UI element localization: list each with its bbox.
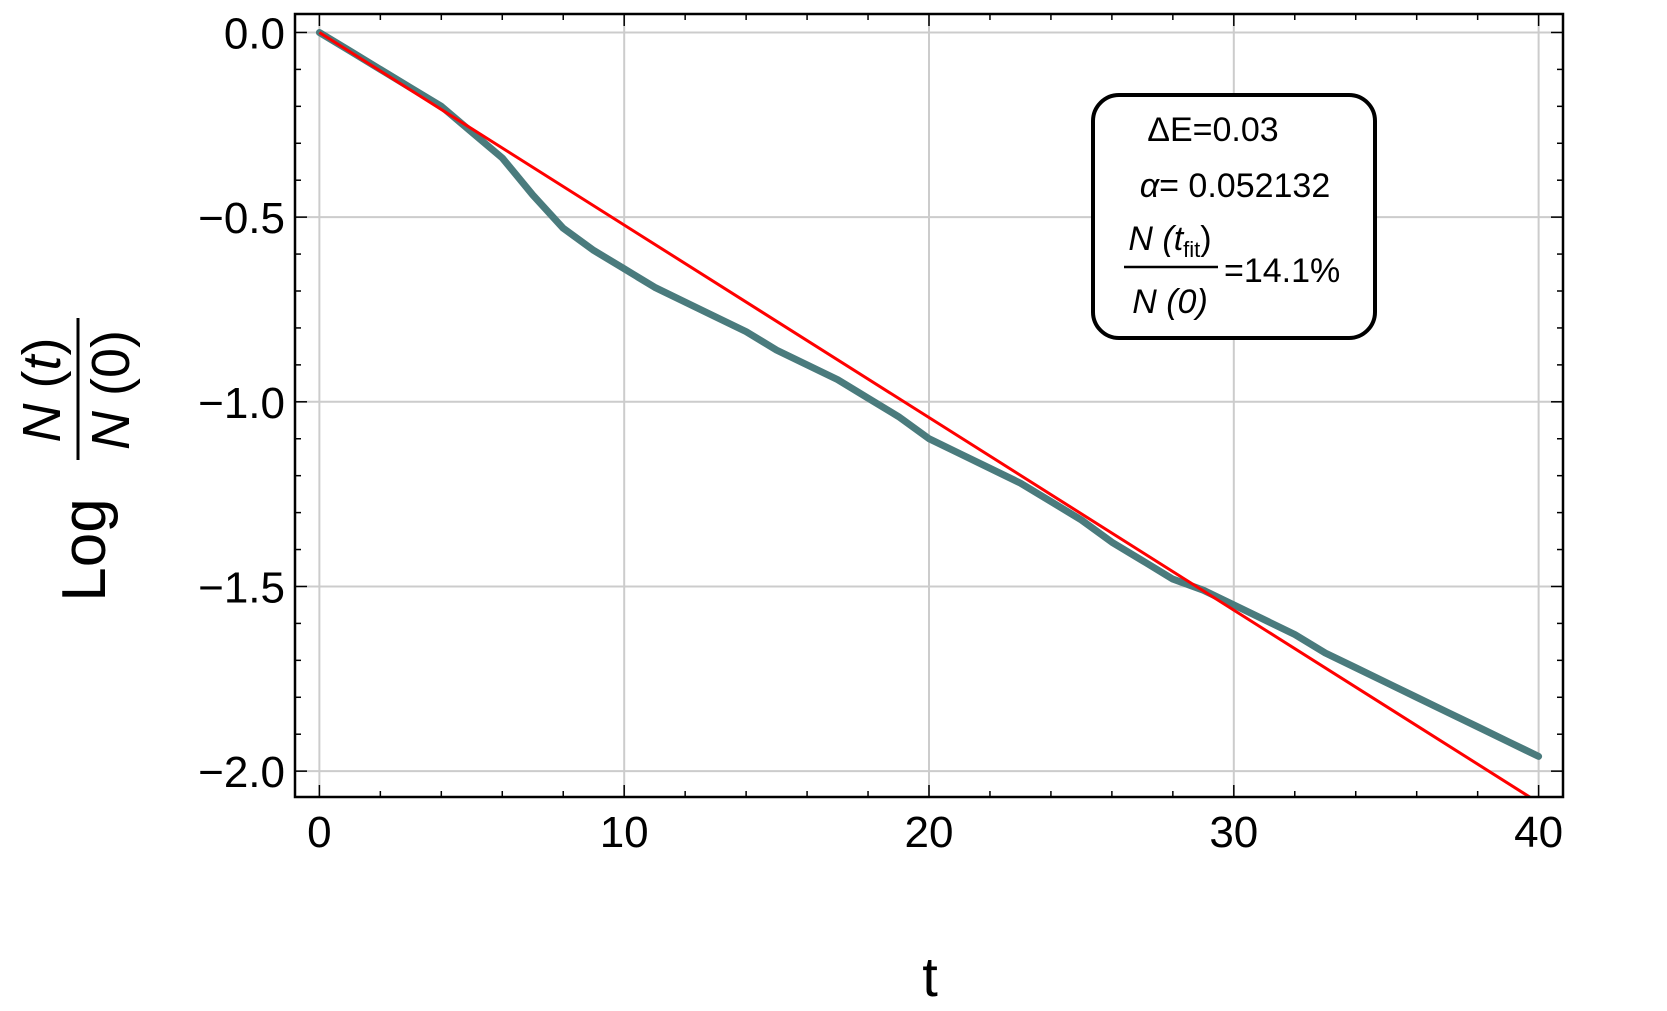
x-tick-label: 20 [905, 808, 954, 857]
annotation-delta-e: ΔE=0.03 [1147, 111, 1278, 149]
y-tick-label: −1.5 [198, 563, 285, 612]
x-tick-labels: 0 10 20 30 40 [307, 808, 1563, 857]
fit-line [318, 31, 1533, 797]
grid [295, 14, 1563, 797]
x-tick-label: 0 [307, 808, 331, 857]
x-tick-label: 10 [600, 808, 649, 857]
y-tick-label: −1.0 [198, 379, 285, 428]
y-tick-label: −2.0 [198, 748, 285, 797]
annotation-box: ΔE=0.03 α= 0.052132 N (tfit) N (0) =14.1… [1091, 93, 1377, 340]
x-tick-label: 40 [1514, 808, 1563, 857]
y-axis-title-prefix: Log [50, 498, 119, 601]
x-axis-title: t [922, 945, 938, 1008]
y-axis-title-denominator: N (0) [81, 330, 141, 450]
annotation-frame [1091, 93, 1377, 340]
x-tick-label: 30 [1209, 808, 1258, 857]
y-tick-labels: 0.0 −0.5 −1.0 −1.5 −2.0 [198, 9, 285, 797]
data-series-line [315, 29, 1543, 760]
annotation-ratio-denominator: N (0) [1132, 283, 1208, 321]
y-axis-title-numerator: N (t) [12, 338, 72, 443]
plot-frame [293, 12, 1565, 799]
annotation-ratio-numerator: N (tfit) [1128, 220, 1211, 262]
annotation-alpha: α= 0.052132 [1140, 167, 1331, 205]
y-tick-label: 0.0 [224, 9, 285, 58]
y-tick-label: −0.5 [198, 194, 285, 243]
series [315, 29, 1543, 797]
y-axis-title: Log N (t) N (0) [12, 318, 141, 602]
annotation-ratio-value: =14.1% [1224, 252, 1340, 290]
